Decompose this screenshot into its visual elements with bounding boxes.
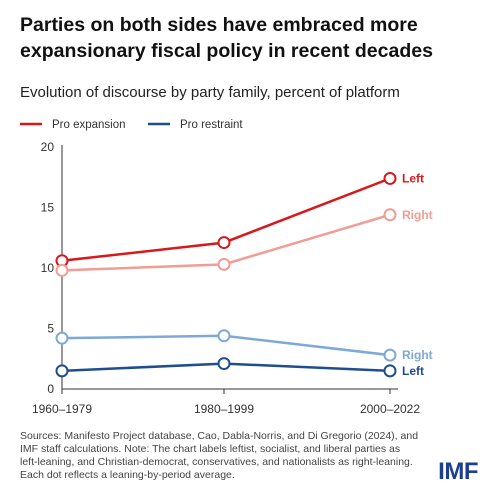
- chart-subtitle: Evolution of discourse by party family, …: [20, 84, 400, 101]
- data-point: [383, 171, 397, 185]
- data-point: [383, 208, 397, 222]
- x-tick-label: 1960–1979: [32, 402, 92, 416]
- source-note: Sources: Manifesto Project database, Cao…: [20, 430, 419, 481]
- data-point: [55, 364, 69, 378]
- data-point: [217, 236, 231, 250]
- data-point: [383, 348, 397, 362]
- legend-label: Pro expansion: [52, 119, 126, 131]
- x-tick-label: 2000–2022: [360, 402, 420, 416]
- data-point: [383, 364, 397, 378]
- data-point: [217, 357, 231, 371]
- legend-label: Pro restraint: [180, 119, 243, 131]
- line-chart: Pro expansion Pro restraint 0 5 10 15 20 1960–1…: [20, 119, 433, 416]
- y-tick-label: 15: [41, 201, 55, 215]
- y-tick-label: 20: [41, 140, 55, 154]
- y-tick-label: 10: [41, 261, 55, 275]
- series-label: Left: [402, 171, 424, 185]
- series-label: Left: [402, 364, 424, 378]
- data-point: [217, 329, 231, 343]
- data-point: [55, 263, 69, 277]
- x-tick-label: 1980–1999: [194, 402, 254, 416]
- chart-title: Parties on both sides have embraced more…: [20, 14, 433, 62]
- data-point: [217, 257, 231, 271]
- y-tick-label: 0: [47, 382, 54, 396]
- y-tick-label: 5: [47, 322, 54, 336]
- data-point: [55, 331, 69, 345]
- imf-logo: IMF: [438, 458, 478, 485]
- series-label: Right: [402, 348, 433, 362]
- series-label: Right: [402, 208, 433, 222]
